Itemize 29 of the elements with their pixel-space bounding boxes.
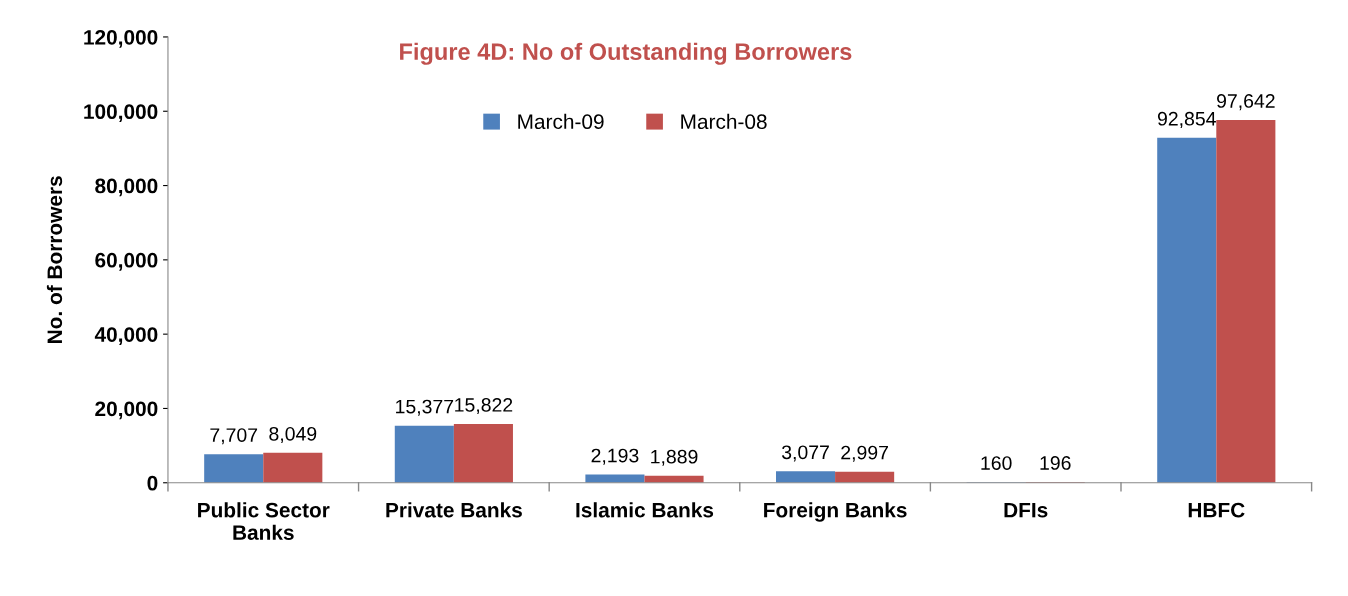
data-label: 1,889 [651, 449, 698, 466]
y-tick-label: 20,000 [95, 401, 158, 420]
y-tick-label: 0 [147, 475, 158, 491]
data-label: 160 [981, 456, 1012, 470]
x-tick-label: DFIs [1004, 502, 1048, 518]
data-label: 7,707 [210, 428, 258, 445]
data-label: 15,822 [455, 398, 513, 415]
data-label: 2,997 [841, 445, 888, 462]
x-tick-label: Islamic Banks [576, 502, 714, 518]
data-label: 3,077 [781, 445, 829, 462]
y-tick-label: 100,000 [84, 104, 158, 123]
x-tick-label: Private Banks [386, 502, 522, 518]
legend-label: March-08 [681, 113, 767, 130]
chart-title: Figure 4D: No of Outstanding Borrowers [400, 42, 852, 65]
y-axis-title: No. of Borrowers [46, 176, 63, 343]
data-label: 196 [1040, 456, 1071, 470]
x-tick-label: Public Sector Banks [198, 502, 330, 540]
x-tick-label: HBFC [1188, 502, 1245, 518]
y-tick-label: 120,000 [84, 29, 158, 48]
data-label: 15,377 [396, 399, 454, 416]
legend-label: March-09 [518, 113, 604, 130]
y-tick-label: 40,000 [94, 327, 158, 345]
data-label: 8,049 [269, 426, 317, 443]
y-tick-label: 60,000 [95, 252, 158, 271]
data-label: 92,854 [1157, 111, 1216, 128]
data-label: 2,193 [591, 448, 639, 465]
x-tick-label: Foreign Banks [764, 502, 907, 522]
data-label: 97,642 [1217, 94, 1275, 111]
y-tick-label: 80,000 [95, 178, 158, 197]
